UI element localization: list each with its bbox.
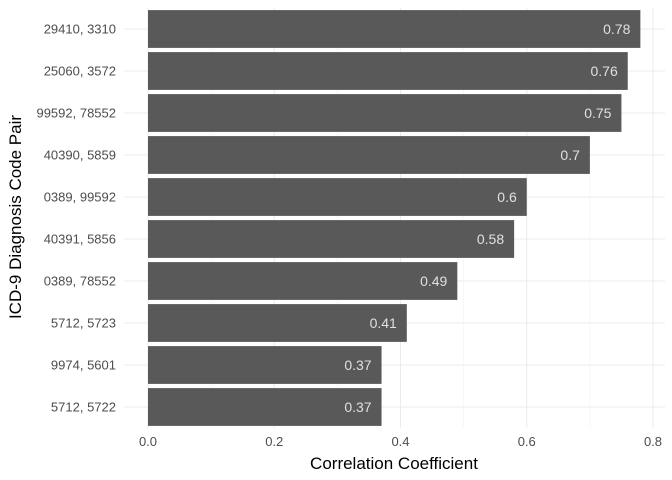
y-axis-title: ICD-9 Diagnosis Code Pair: [6, 115, 25, 319]
bar-value-label: 0.49: [420, 273, 447, 289]
y-tick-label: 40391, 5856: [44, 232, 116, 247]
data-labels: 0.78 0.76 0.75 0.7 0.6 0.58 0.49 0.41 0.37 0.37: [344, 21, 630, 415]
bar: [148, 52, 628, 90]
bar-value-label: 0.37: [344, 357, 371, 373]
bar: [148, 94, 622, 132]
y-axis-tick-labels: 29410, 3310 25060, 3572 99592, 78552 40390,…: [36, 22, 116, 415]
bar: [148, 10, 641, 48]
bar: [148, 136, 590, 174]
y-tick-label: 29410, 3310: [44, 22, 116, 37]
bar: [148, 220, 515, 258]
y-tick-label: 5712, 5723: [51, 316, 116, 331]
bar: [148, 262, 458, 300]
y-tick-label: 9974, 5601: [51, 358, 116, 373]
x-axis-title: Correlation Coefficient: [310, 454, 478, 473]
y-tick-label: 99592, 78552: [36, 106, 116, 121]
bar-value-label: 0.75: [584, 105, 611, 121]
bar-value-label: 0.58: [477, 231, 504, 247]
x-tick-label: 0.6: [518, 434, 536, 449]
y-tick-label: 5712, 5722: [51, 400, 116, 415]
bar-value-label: 0.37: [344, 399, 371, 415]
y-tick-label: 40390, 5859: [44, 148, 116, 163]
bar: [148, 346, 382, 384]
x-tick-label: 0.2: [265, 434, 283, 449]
y-tick-label: 25060, 3572: [44, 64, 116, 79]
x-tick-label: 0.4: [391, 434, 409, 449]
bar-value-label: 0.6: [497, 189, 517, 205]
bar-value-label: 0.78: [603, 21, 630, 37]
bar-value-label: 0.41: [370, 315, 397, 331]
x-tick-label: 0.8: [644, 434, 662, 449]
bar-value-label: 0.7: [560, 147, 580, 163]
bar: [148, 388, 382, 426]
y-tick-label: 0389, 99592: [44, 190, 116, 205]
bar: [148, 178, 527, 216]
x-axis-tick-labels: 0.0 0.2 0.4 0.6 0.8: [139, 434, 662, 449]
x-tick-label: 0.0: [139, 434, 157, 449]
bar: [148, 304, 407, 342]
y-tick-label: 0389, 78552: [44, 274, 116, 289]
bar-value-label: 0.76: [591, 63, 618, 79]
bars: [148, 10, 641, 426]
